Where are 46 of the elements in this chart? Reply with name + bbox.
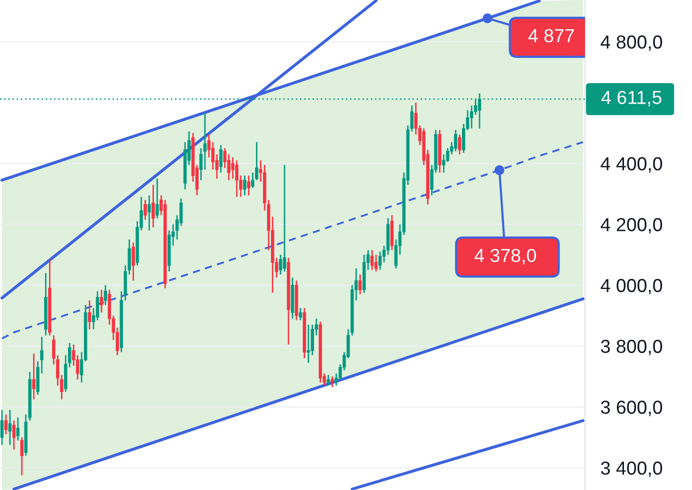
- candlestick: [458, 134, 462, 155]
- candlestick: [88, 300, 92, 330]
- candlestick: [203, 112, 207, 170]
- candlestick: [358, 274, 362, 295]
- candlestick: [370, 249, 374, 271]
- candlestick: [219, 144, 222, 174]
- candlestick: [16, 416, 20, 442]
- candlestick: [374, 254, 378, 272]
- y-tick-label: 3 800,0: [600, 340, 662, 356]
- candlestick: [282, 164, 286, 272]
- candlestick: [104, 284, 108, 306]
- candlestick: [247, 174, 250, 196]
- y-tick-label: 4 400,0: [600, 157, 662, 173]
- candlestick: [330, 376, 334, 388]
- ref-line-label: 4 611,5: [601, 90, 662, 106]
- candlestick: [298, 307, 302, 321]
- data-label: 4 877: [528, 29, 574, 42]
- candlestick: [378, 251, 382, 271]
- candlestick: [148, 194, 151, 232]
- candlestick: [152, 184, 155, 228]
- candlestick: [251, 172, 254, 188]
- data-label: 4 378,0: [474, 248, 536, 264]
- candlestick: [8, 409, 12, 446]
- candlestick: [96, 290, 100, 321]
- candlestick: [4, 414, 8, 435]
- y-tick-label: 3 600,0: [600, 400, 662, 416]
- candlestick: [144, 199, 147, 220]
- candlestick: [454, 129, 458, 152]
- candlestick: [100, 289, 104, 314]
- candlestick: [0, 409, 4, 446]
- candlestick: [132, 242, 135, 282]
- y-tick-label: 4 000,0: [600, 278, 662, 294]
- candlestick: [156, 178, 159, 219]
- candlestick: [20, 436, 24, 476]
- y-tick-label: 4 200,0: [600, 218, 662, 234]
- candlestick: [278, 254, 282, 276]
- candlestick: [326, 374, 330, 386]
- candlestick: [199, 148, 203, 181]
- candlestick: [12, 420, 16, 450]
- candlestick: [243, 174, 246, 196]
- candlestick: [32, 352, 36, 400]
- y-tick-label: 4 800,0: [600, 35, 662, 51]
- y-tick-label: 3 400,0: [600, 461, 662, 477]
- line-series: [1, 141, 584, 340]
- candlestick: [470, 104, 474, 130]
- candlestick: [235, 160, 238, 198]
